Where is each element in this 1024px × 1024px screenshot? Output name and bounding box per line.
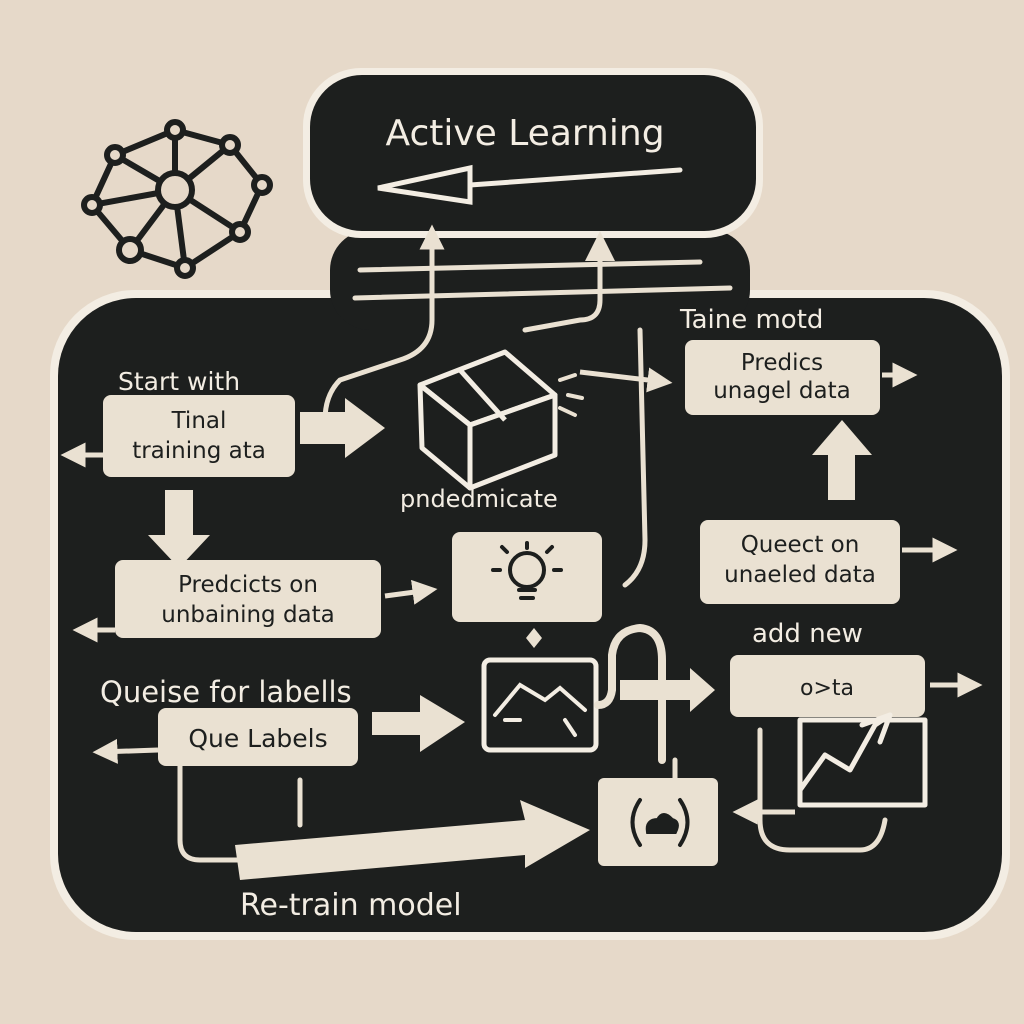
cloud-sync-icon	[630, 798, 690, 847]
que-labels-text: Que Labels	[188, 724, 327, 753]
box-icon	[417, 349, 558, 491]
add-new-label: add new	[752, 619, 863, 649]
predicts-line2: unbaining data	[161, 602, 335, 628]
queect-line1: Queect on	[741, 532, 860, 558]
predics-line2: unagel data	[713, 378, 851, 404]
initial-data-line2: training ata	[132, 438, 266, 464]
arrow-to-ota	[620, 668, 715, 712]
arrow-box-to-predics	[579, 367, 673, 393]
ota-card: o>ta	[730, 655, 925, 717]
predicts-line1: Predcicts on	[178, 572, 318, 598]
arrow-up-to-predics	[812, 420, 872, 500]
lightbulb-icon	[491, 541, 563, 600]
line-chart-icon	[493, 682, 587, 737]
arrow-que-to-chart	[372, 695, 465, 752]
predicts-card: Predcicts on unbaining data	[115, 560, 381, 638]
predics-card: Predics unagel data	[685, 340, 880, 415]
connector-lines	[177, 242, 888, 863]
initial-data-card: Tinal training ata	[103, 395, 295, 477]
arrow-chart-right	[594, 623, 666, 764]
ota-text: o>ta	[800, 676, 854, 701]
taine-motd-label: Taine motd	[679, 305, 823, 335]
lightbulb-card	[452, 532, 602, 622]
arrow-down-initial	[148, 490, 210, 568]
arrow-initial-to-box	[300, 398, 385, 458]
queise-label: Queise for labells	[100, 675, 352, 709]
diamond-connector	[526, 628, 542, 648]
title-arrow	[377, 164, 683, 205]
arrow-left-que	[92, 738, 159, 764]
arrow-predicts-to-bulb	[384, 579, 438, 605]
start-with-label: Start with	[118, 367, 240, 396]
initial-data-line1: Tinal	[171, 408, 227, 434]
pndedmicate-label: pndedmicate	[400, 485, 558, 513]
retrain-label: Re-train model	[240, 888, 462, 923]
trend-chart-icon	[797, 712, 928, 808]
queect-card: Queect on unaeled data	[700, 520, 900, 604]
page-title: Active Learning	[385, 113, 664, 154]
retrain-arrow	[235, 800, 590, 880]
sparkle-marks	[558, 373, 584, 417]
queect-line2: unaeled data	[724, 562, 876, 588]
network-logo-icon	[81, 119, 273, 279]
que-labels-card: Que Labels	[158, 708, 358, 766]
predics-line1: Predics	[741, 350, 823, 376]
